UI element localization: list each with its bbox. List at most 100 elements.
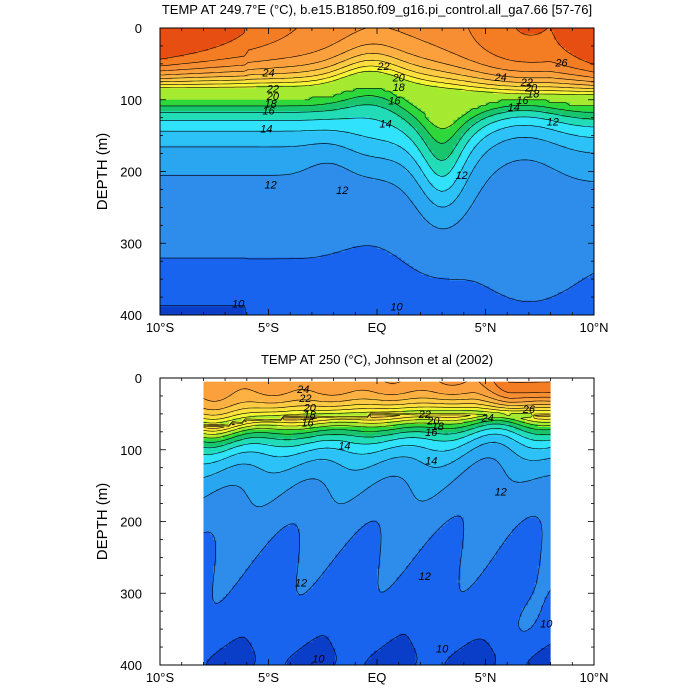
contour-cell bbox=[581, 45, 587, 49]
contour-cell bbox=[589, 28, 594, 32]
contour-cell bbox=[220, 33, 225, 38]
contour-cell bbox=[589, 76, 594, 81]
contour-cell bbox=[381, 134, 386, 138]
contour-cell bbox=[449, 157, 454, 161]
contour-cell bbox=[288, 33, 294, 38]
contour-cell bbox=[513, 71, 519, 75]
contour-cell bbox=[212, 91, 217, 95]
contour-cell bbox=[208, 68, 213, 72]
contour-cell bbox=[348, 108, 354, 112]
contour-cell bbox=[557, 142, 563, 147]
contour-cell bbox=[525, 28, 531, 32]
contour-cell bbox=[360, 151, 366, 155]
contour-cell bbox=[168, 39, 173, 43]
contour-cell bbox=[280, 59, 286, 64]
contour-cell bbox=[389, 128, 394, 132]
contour-cell bbox=[521, 157, 527, 161]
contour-cell bbox=[489, 82, 495, 86]
contour-cell bbox=[477, 116, 483, 121]
contour-cell bbox=[421, 105, 426, 109]
contour-cell bbox=[541, 65, 547, 69]
contour-cell bbox=[541, 114, 547, 118]
contour-cell bbox=[441, 45, 446, 49]
contour-cell bbox=[389, 114, 394, 118]
contour-cell bbox=[525, 71, 531, 75]
contour-cell bbox=[180, 94, 185, 98]
contour-cell bbox=[188, 56, 193, 61]
contour-cell bbox=[332, 139, 338, 144]
contour-cell bbox=[497, 105, 503, 109]
contour-cell bbox=[160, 79, 165, 84]
contour-cell bbox=[260, 154, 266, 158]
contour-cell bbox=[497, 122, 503, 127]
contour-cell bbox=[529, 50, 535, 55]
contour-cell bbox=[360, 102, 366, 107]
contour-cell bbox=[413, 148, 418, 153]
contour-cell bbox=[236, 145, 241, 150]
contour-cell bbox=[401, 30, 406, 35]
contour-cell bbox=[260, 56, 266, 61]
contour-cell bbox=[164, 36, 169, 41]
contour-cell bbox=[529, 102, 535, 107]
contour-cell bbox=[336, 88, 342, 92]
contour-cell bbox=[453, 154, 458, 158]
contour-cell bbox=[421, 79, 426, 84]
contour-cell bbox=[501, 111, 507, 115]
contour-cell bbox=[188, 94, 193, 98]
contour-cell bbox=[533, 145, 539, 150]
contour-cell bbox=[272, 53, 278, 58]
contour-cell bbox=[296, 62, 302, 66]
contour-cell bbox=[304, 148, 310, 153]
contour-cell bbox=[513, 94, 519, 98]
contour-cell bbox=[324, 42, 330, 46]
contour-cell bbox=[489, 68, 495, 72]
contour-cell bbox=[224, 48, 229, 52]
contour-cell bbox=[529, 105, 535, 109]
contour-cell bbox=[521, 39, 527, 43]
contour-cell bbox=[385, 56, 390, 61]
contour-cell bbox=[429, 128, 434, 132]
contour-cell bbox=[485, 111, 491, 115]
contour-cell bbox=[473, 99, 479, 104]
contour-cell bbox=[529, 73, 535, 78]
contour-cell bbox=[589, 148, 594, 153]
contour-cell bbox=[401, 145, 406, 150]
contour-cell bbox=[324, 50, 330, 55]
contour-cell bbox=[557, 45, 563, 49]
contour-cell bbox=[356, 139, 362, 144]
contour-cell bbox=[356, 50, 362, 55]
contour-cell bbox=[268, 88, 274, 92]
contour-cell bbox=[509, 73, 515, 78]
contour-cell bbox=[385, 137, 390, 141]
contour-cell bbox=[541, 139, 547, 144]
contour-cell bbox=[509, 59, 515, 64]
contour-cell bbox=[537, 116, 543, 121]
contour-cell bbox=[280, 122, 286, 127]
contour-cell bbox=[389, 139, 394, 144]
contour-cell bbox=[264, 30, 270, 35]
contour-cell bbox=[212, 45, 217, 49]
contour-cell bbox=[541, 151, 547, 155]
contour-cell bbox=[220, 96, 225, 101]
contour-cell bbox=[513, 151, 519, 155]
contour-cell bbox=[453, 116, 458, 121]
contour-cell bbox=[469, 94, 475, 98]
contour-cell bbox=[220, 142, 225, 147]
contour-cell bbox=[537, 71, 543, 75]
contour-cell bbox=[573, 68, 579, 72]
contour-cell bbox=[397, 85, 402, 89]
contour-cell bbox=[517, 68, 523, 72]
contour-cell bbox=[344, 62, 350, 66]
contour-cell bbox=[513, 79, 519, 84]
contour-cell bbox=[461, 53, 467, 58]
contour-cell bbox=[312, 48, 318, 52]
contour-cell bbox=[421, 76, 426, 81]
contour-cell bbox=[344, 99, 350, 104]
contour-cell bbox=[240, 134, 245, 138]
contour-cell bbox=[232, 94, 237, 98]
contour-cell bbox=[485, 28, 491, 32]
contour-cell bbox=[160, 105, 165, 109]
contour-cell bbox=[485, 99, 491, 104]
contour-cell bbox=[393, 30, 398, 35]
contour-cell bbox=[517, 76, 523, 81]
